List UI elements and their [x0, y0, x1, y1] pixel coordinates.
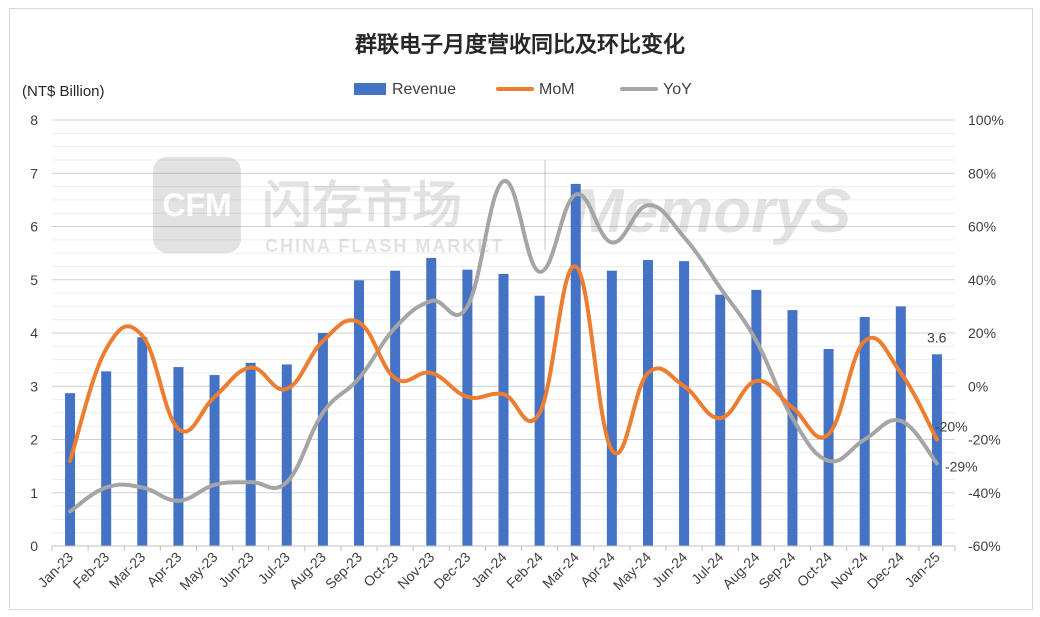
legend-label-mom: MoM — [539, 81, 575, 98]
revenue-bar — [534, 295, 545, 546]
x-axis-tick-label: Mar-24 — [539, 549, 582, 592]
chart-title: 群联电子月度营收同比及环比变化 — [355, 32, 685, 57]
left-axis-tick-label: 2 — [30, 432, 38, 448]
revenue-bar — [823, 348, 834, 546]
legend: Revenue MoM YoY — [354, 81, 692, 98]
watermark: CFM 闪存市场 CHINA FLASH MARKET MemoryS — [153, 157, 851, 256]
x-axis-tick-label: Aug-23 — [286, 549, 329, 592]
revenue-bar — [642, 260, 653, 546]
chart-frame — [9, 8, 1033, 610]
x-axis-tick-label: May-23 — [176, 549, 220, 593]
mom-line — [68, 264, 939, 463]
legend-label-yoy: YoY — [663, 81, 692, 98]
revenue-bar — [606, 270, 617, 546]
legend-swatch-revenue — [354, 83, 386, 95]
revenue-bar — [317, 333, 328, 546]
revenue-bar — [859, 317, 870, 546]
series-lines — [68, 179, 939, 514]
revenue-bar — [209, 375, 220, 546]
revenue-bar — [570, 183, 581, 546]
watermark-en: CHINA FLASH MARKET — [265, 236, 504, 256]
x-axis-tick-label: Jun-23 — [215, 549, 257, 591]
revenue-bar — [462, 269, 473, 546]
revenue-bar — [137, 337, 148, 546]
legend-label-revenue: Revenue — [392, 81, 456, 98]
left-axis-unit: (NT$ Billion) — [22, 83, 105, 100]
x-axis-tick-label: Dec-23 — [430, 549, 473, 592]
x-axis-tick-label: Nov-24 — [828, 549, 871, 592]
x-axis-tick-label: Jan-25 — [901, 549, 943, 591]
watermark-logo-text: CFM — [162, 187, 231, 223]
revenue-bar — [390, 270, 401, 546]
right-axis-tick-label: 60% — [968, 219, 996, 235]
x-axis-tick-label: Mar-23 — [106, 549, 149, 592]
watermark-brand: MemoryS — [572, 177, 851, 246]
data-label-mom-last: -20% — [935, 419, 968, 435]
right-axis-tick-label: 80% — [968, 165, 996, 181]
revenue-bar — [715, 294, 726, 546]
right-axis-tick-label: 20% — [968, 325, 996, 341]
revenue-bar — [173, 367, 184, 546]
watermark-cn: 闪存市场 — [262, 177, 462, 233]
x-axis-tick-label: Oct-24 — [794, 549, 835, 590]
revenue-bar — [426, 257, 437, 546]
right-axis-tick-label: 40% — [968, 272, 996, 288]
x-axis-tick-label: Oct-23 — [360, 549, 401, 590]
x-axis-tick-label: Jan-23 — [35, 549, 77, 591]
left-axis-tick-label: 4 — [30, 325, 38, 341]
right-axis-tick-label: -40% — [968, 485, 1001, 501]
x-axis-tick-label: Aug-24 — [719, 549, 762, 592]
x-axis-tick-label: Jun-24 — [649, 549, 691, 591]
revenue-bar — [354, 280, 365, 546]
x-axis-tick-label: Dec-24 — [864, 549, 907, 592]
left-axis-tick-label: 3 — [30, 378, 38, 394]
revenue-bar — [751, 289, 762, 546]
data-label-yoy-last: -29% — [945, 458, 978, 474]
left-axis-tick-label: 5 — [30, 272, 38, 288]
revenue-bar — [65, 393, 76, 546]
left-axis-tick-label: 6 — [30, 219, 38, 235]
right-axis-tick-label: 0% — [968, 378, 988, 394]
revenue-bar — [498, 273, 509, 546]
revenue-bar — [895, 306, 906, 546]
left-axis-tick-label: 1 — [30, 485, 38, 501]
revenue-bars — [65, 183, 942, 546]
x-axis-tick-label: May-24 — [610, 549, 654, 593]
left-axis-tick-label: 7 — [30, 165, 38, 181]
revenue-bar — [787, 310, 798, 546]
revenue-bar — [281, 364, 292, 546]
x-axis-tick-label: Jan-24 — [468, 549, 510, 591]
left-axis-tick-label: 8 — [30, 112, 38, 128]
x-axis-tick-label: Feb-24 — [503, 549, 546, 592]
x-axis-tick-label: Sep-23 — [322, 549, 365, 592]
x-axis-tick-label: Nov-23 — [394, 549, 437, 592]
right-axis-tick-label: -20% — [968, 432, 1001, 448]
right-axis-tick-label: -60% — [968, 538, 1001, 554]
revenue-bar — [679, 261, 690, 546]
revenue-bar — [245, 362, 256, 546]
x-axis-tick-label: Feb-23 — [70, 549, 113, 592]
x-axis-tick-label: Sep-24 — [755, 549, 798, 592]
data-label-revenue-last: 3.6 — [927, 329, 947, 345]
left-axis-tick-label: 0 — [30, 538, 38, 554]
revenue-bar — [931, 354, 942, 546]
watermark-logo-box — [153, 157, 241, 253]
revenue-bar — [101, 371, 112, 546]
right-axis-tick-label: 100% — [968, 112, 1004, 128]
